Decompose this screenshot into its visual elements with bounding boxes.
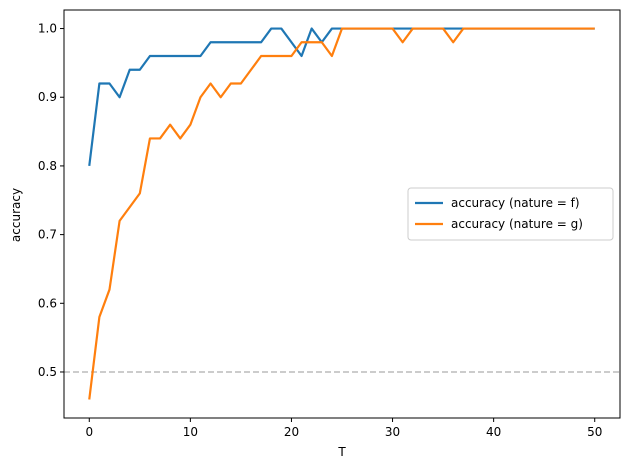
y-tick-label: 1.0 xyxy=(38,22,57,36)
x-axis-label: T xyxy=(337,445,346,459)
x-tick-label: 50 xyxy=(587,425,602,439)
plot-frame xyxy=(63,9,621,419)
y-tick-label: 0.9 xyxy=(38,90,57,104)
x-tick-label: 10 xyxy=(183,425,198,439)
legend: accuracy (nature = f) accuracy (nature = … xyxy=(407,187,614,241)
y-tick-label: 0.5 xyxy=(38,365,57,379)
y-axis-label: accuracy xyxy=(9,188,23,242)
y-tick-label: 0.8 xyxy=(38,159,57,173)
legend-label: accuracy (nature = g) xyxy=(451,217,583,231)
series-line xyxy=(88,27,595,400)
x-tick-label: 0 xyxy=(85,425,93,439)
x-tick-label: 40 xyxy=(486,425,501,439)
series-line xyxy=(88,27,595,167)
x-tick-label: 30 xyxy=(385,425,400,439)
y-tick-label: 0.6 xyxy=(38,296,57,310)
legend-box xyxy=(407,187,614,241)
y-tick-label: 0.7 xyxy=(38,228,57,242)
legend-label: accuracy (nature = f) xyxy=(451,196,580,210)
x-tick-label: 20 xyxy=(284,425,299,439)
